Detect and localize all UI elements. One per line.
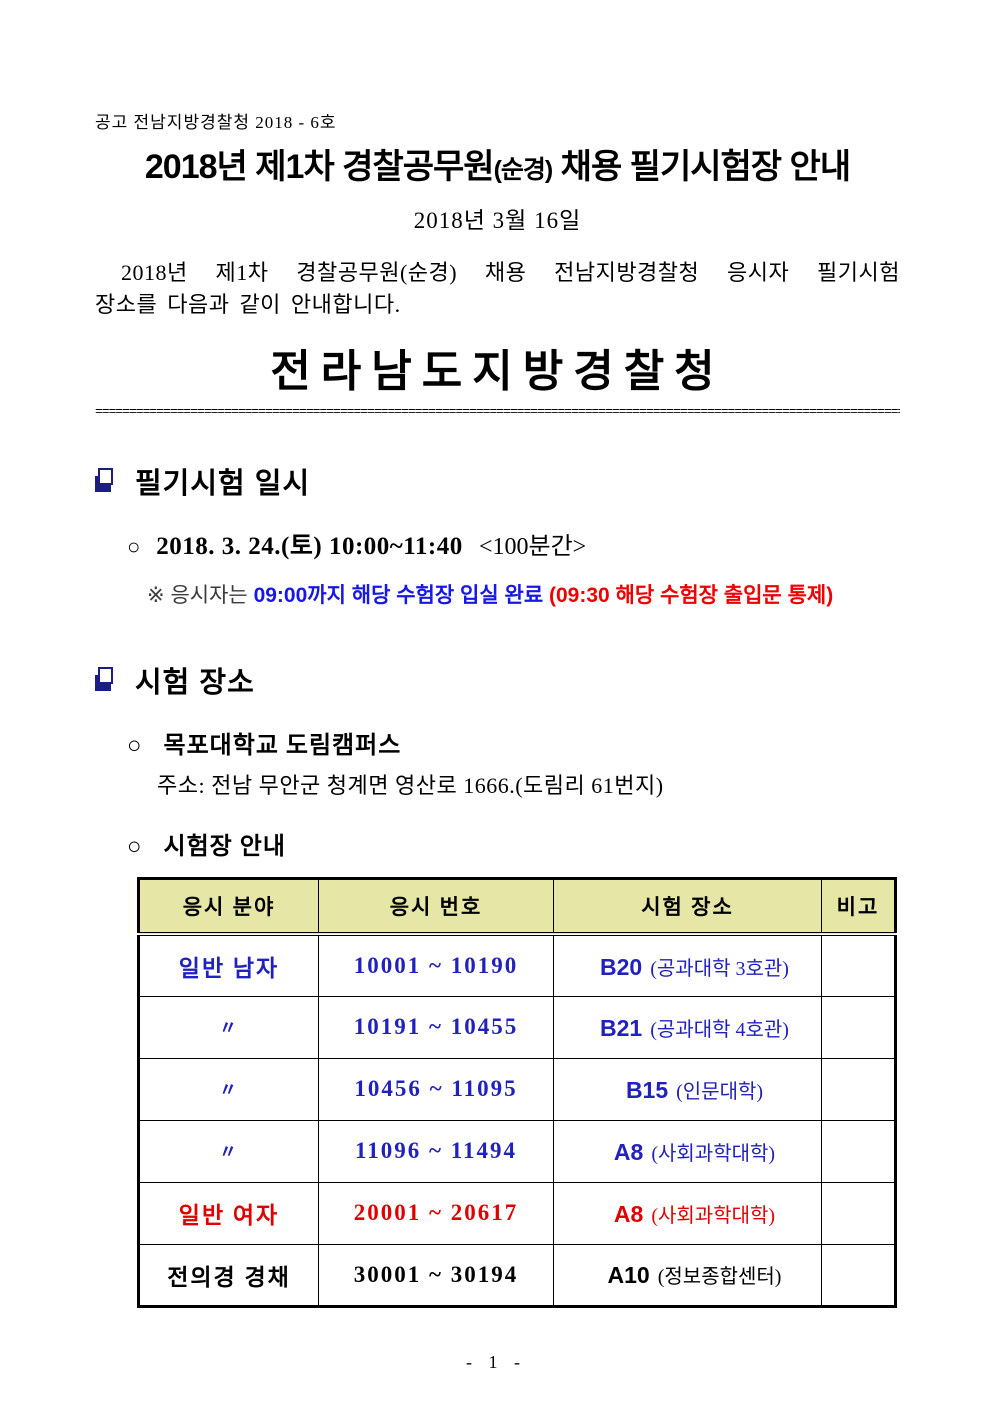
building-code: A8 [613, 1200, 644, 1227]
cell-category: 〃 [138, 1119, 319, 1183]
exam-venue-table: 응시 분야 응시 번호 시험 장소 비고 일반 남자 10001 ~ 10190… [137, 876, 897, 1308]
divider-line: ========================================… [95, 404, 900, 418]
cell-note [821, 933, 896, 997]
building-name: (사회과학대학) [651, 1142, 776, 1165]
cell-place: A8 (사회과학대학) [553, 1119, 822, 1183]
campus-address: 주소: 전남 무안군 청계면 영산로 1666.(도림리 61번지) [157, 772, 664, 798]
intro-paragraph: 2018년 제1차 경찰공무원(순경) 채용 전남지방경찰청 응시자 필기시험 … [95, 257, 900, 321]
table-title-line: ○ 시험장 안내 [127, 826, 900, 861]
section-exam-place-heading: 시험 장소 [135, 666, 255, 699]
cell-numbers: 10456 ~ 11095 [318, 1057, 554, 1121]
circle-bullet-icon: ○ [127, 833, 143, 860]
table-row: 전의경 경채 30001 ~ 30194 A10 (정보종합센터) [138, 1243, 896, 1307]
cell-note [821, 1181, 896, 1245]
agency-name: 전라남도지방경찰청 [270, 346, 725, 396]
table-row: 〃 11096 ~ 11494 A8 (사회과학대학) [138, 1119, 896, 1183]
circle-bullet-icon: ○ [127, 533, 141, 559]
section-exam-datetime-heading: 필기시험 일시 [135, 467, 311, 500]
cell-numbers: 30001 ~ 30194 [318, 1243, 554, 1307]
cell-note [821, 995, 896, 1059]
entry-note-gate-control: (09:30 해당 수험장 출입문 통제) [548, 583, 834, 607]
cell-place: B21 (공과대학 4호관) [553, 995, 822, 1059]
header-place: 시험 장소 [553, 877, 822, 937]
cell-note [821, 1057, 896, 1121]
building-name: (정보종합센터) [657, 1266, 782, 1289]
reference-mark-icon: ※ [147, 583, 165, 607]
building-code: B15 [625, 1076, 669, 1103]
circle-bullet-icon: ○ [127, 732, 143, 759]
cell-note [821, 1119, 896, 1183]
table-header-row: 응시 분야 응시 번호 시험 장소 비고 [138, 877, 896, 937]
cell-numbers: 10191 ~ 10455 [318, 995, 554, 1059]
title-pre: 2018년 제1차 경찰공무원 [144, 148, 495, 186]
section-exam-place: 시험 장소 [95, 659, 900, 701]
document-date: 2018년 3월 16일 [413, 208, 582, 233]
table-row: 일반 남자 10001 ~ 10190 B20 (공과대학 3호관) [138, 933, 896, 997]
entry-note-line: ※ 응시자는 09:00까지 해당 수험장 입실 완료 (09:30 해당 수험… [147, 579, 900, 609]
table-row: 〃 10456 ~ 11095 B15 (인문대학) [138, 1057, 896, 1121]
cell-numbers: 11096 ~ 11494 [318, 1119, 554, 1183]
ditto-mark: 〃 [219, 1080, 239, 1101]
building-name: (사회과학대학) [651, 1204, 776, 1227]
campus-line: ○ 목포대학교 도림캠퍼스 [127, 725, 900, 760]
exam-schedule-line: ○ 2018. 3. 24.(토) 10:00~11:40 <100분간> [127, 526, 900, 562]
cell-numbers: 20001 ~ 20617 [318, 1181, 554, 1245]
cell-place: A8 (사회과학대학) [553, 1181, 822, 1245]
header-category: 응시 분야 [138, 877, 319, 937]
ditto-mark: 〃 [219, 1018, 239, 1039]
title-post: 채용 필기시험장 안내 [552, 148, 851, 186]
cell-place: A10 (정보종합센터) [553, 1243, 822, 1307]
building-code: A10 [607, 1262, 650, 1289]
table-row: 일반 여자 20001 ~ 20617 A8 (사회과학대학) [138, 1181, 896, 1245]
intro-line-1: 2018년 제1차 경찰공무원(순경) 채용 전남지방경찰청 응시자 필기시험 [121, 260, 900, 285]
table-row: 〃 10191 ~ 10455 B21 (공과대학 4호관) [138, 995, 896, 1059]
header-note: 비고 [821, 877, 896, 937]
cell-category: 전의경 경채 [138, 1243, 319, 1307]
ditto-mark: 〃 [219, 1142, 239, 1163]
entry-note-prefix: 응시자는 [170, 583, 254, 607]
header-numbers: 응시 번호 [318, 877, 554, 937]
page-number: - 1 - [466, 1352, 526, 1372]
document-title: 2018년 제1차 경찰공무원(순경) 채용 필기시험장 안내 [95, 139, 900, 188]
title-paren: (순경) [493, 156, 554, 184]
cell-category: 〃 [138, 995, 319, 1059]
cell-note [821, 1243, 896, 1307]
building-code: A8 [613, 1138, 644, 1165]
section-exam-datetime: 필기시험 일시 [95, 460, 900, 502]
cell-category: 〃 [138, 1057, 319, 1121]
building-code: B21 [600, 1014, 643, 1041]
document-page: 공고 전남지방경찰청 2018 - 6호 2018년 제1차 경찰공무원(순경)… [95, 113, 900, 1308]
building-name: (인문대학) [676, 1080, 764, 1103]
building-name: (공과대학 4호관) [650, 1018, 789, 1041]
cell-category: 일반 남자 [138, 933, 319, 997]
campus-name: 목포대학교 도림캠퍼스 [163, 732, 402, 759]
cell-category: 일반 여자 [138, 1181, 319, 1245]
intro-line-2: 장소를 다음과 같이 안내합니다. [95, 291, 401, 317]
square-bullet-icon [95, 467, 121, 495]
square-bullet-icon [95, 666, 121, 694]
exam-duration: <100분간> [478, 533, 587, 560]
cell-place: B15 (인문대학) [553, 1057, 822, 1121]
entry-note-deadline: 09:00까지 해당 수험장 입실 완료 [253, 583, 549, 607]
notice-number: 공고 전남지방경찰청 2018 - 6호 [95, 113, 337, 132]
cell-numbers: 10001 ~ 10190 [318, 933, 554, 997]
cell-place: B20 (공과대학 3호관) [553, 933, 822, 997]
exam-schedule: 2018. 3. 24.(토) 10:00~11:40 [156, 532, 463, 560]
building-code: B20 [600, 953, 643, 980]
building-name: (공과대학 3호관) [650, 957, 789, 980]
table-title: 시험장 안내 [163, 833, 286, 860]
